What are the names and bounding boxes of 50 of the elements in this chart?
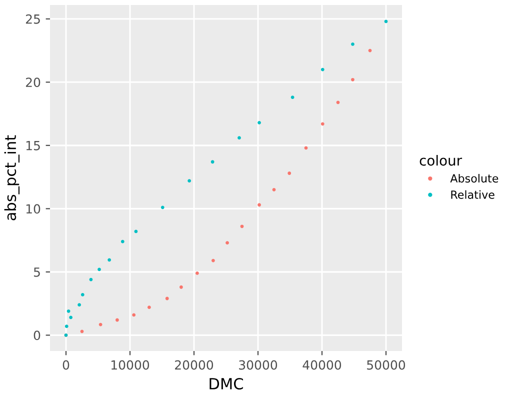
- point: [180, 285, 183, 289]
- point: [116, 318, 119, 322]
- point: [258, 203, 261, 207]
- point: [80, 293, 84, 296]
- point: [80, 330, 84, 334]
- point: [134, 230, 138, 234]
- point: [272, 188, 276, 192]
- point: [288, 172, 292, 175]
- point: [196, 271, 199, 275]
- point: [64, 324, 68, 328]
- point: [78, 303, 82, 307]
- point: [226, 241, 229, 245]
- point: [148, 306, 151, 310]
- point: [132, 313, 136, 317]
- legend-title: colour: [420, 154, 462, 166]
- point: [66, 309, 70, 313]
- y-tick-label: 15: [26, 141, 40, 150]
- y-tick-label: 0: [34, 330, 40, 340]
- point: [69, 316, 72, 320]
- x-tick-label: 10000: [111, 360, 150, 370]
- x-axis-title: DMC: [210, 378, 243, 390]
- point: [320, 122, 324, 126]
- x-tick-label: 40000: [302, 360, 342, 370]
- point: [238, 136, 241, 140]
- point: [212, 258, 215, 262]
- point: [290, 96, 294, 100]
- legend-label: Absolute: [450, 174, 498, 183]
- point: [258, 120, 261, 124]
- x-tick-label: 50000: [367, 360, 406, 370]
- y-tick-label: 10: [26, 204, 40, 214]
- y-tick-label: 25: [26, 14, 40, 24]
- point: [98, 268, 101, 272]
- point: [351, 78, 354, 82]
- point: [160, 206, 164, 210]
- x-tick-label: 20000: [175, 360, 214, 370]
- point: [240, 224, 244, 228]
- legend-label: Relative: [451, 190, 494, 199]
- point: [98, 322, 102, 326]
- point: [188, 179, 192, 183]
- point: [351, 42, 354, 46]
- y-tick-label: 20: [26, 78, 40, 88]
- point: [320, 68, 324, 72]
- point: [120, 240, 124, 244]
- point: [210, 160, 214, 164]
- point: [165, 296, 169, 300]
- x-tick-label: 0: [62, 360, 70, 370]
- y-tick-label: 5: [34, 268, 40, 277]
- point: [108, 258, 112, 262]
- x-tick-label: 30000: [239, 360, 278, 370]
- y-axis-title: abs_pct_int: [4, 135, 20, 220]
